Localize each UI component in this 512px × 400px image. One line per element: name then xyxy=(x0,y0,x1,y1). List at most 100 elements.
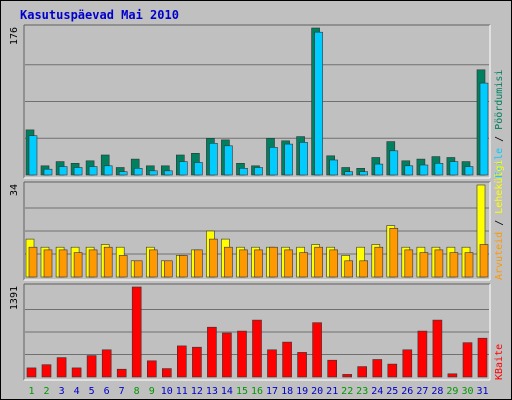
x-tick-label: 15 xyxy=(236,386,248,397)
bar-files xyxy=(449,161,459,176)
x-tick-label: 5 xyxy=(89,386,95,397)
bar-files xyxy=(28,135,38,176)
x-tick-label: 11 xyxy=(176,386,188,397)
bar-kbytes xyxy=(71,367,82,378)
bar-kbytes xyxy=(357,366,368,378)
bar-visits xyxy=(43,249,53,278)
bar-kbytes xyxy=(162,368,172,378)
legend: Arvuteid / Lehekülgi xyxy=(494,160,505,280)
legend-separator: / xyxy=(494,214,505,232)
legend-entry: Faile xyxy=(494,148,505,178)
bar-visits xyxy=(28,246,38,278)
bar-files xyxy=(404,165,414,176)
y-max-label: 1391 xyxy=(9,286,20,310)
x-tick-label: 8 xyxy=(134,386,140,397)
bar-visits xyxy=(299,252,308,278)
bar-visits xyxy=(449,252,459,278)
bar-files xyxy=(389,150,399,176)
bar-kbytes xyxy=(56,357,67,378)
y-max-label: 34 xyxy=(9,184,20,196)
bar-visits xyxy=(404,249,414,278)
bar-visits xyxy=(88,249,98,278)
bar-files xyxy=(133,168,143,176)
y-max-label: 176 xyxy=(9,27,20,45)
bar-kbytes xyxy=(387,363,398,378)
bar-visits xyxy=(269,246,278,278)
bar-kbytes xyxy=(147,360,157,378)
bar-visits xyxy=(254,249,263,278)
bar-kbytes xyxy=(282,341,292,378)
x-tick-label: 2 xyxy=(43,386,49,397)
bar-visits xyxy=(194,249,203,278)
x-tick-label: 25 xyxy=(386,386,398,397)
bar-files xyxy=(254,167,263,176)
bar-files xyxy=(209,143,218,176)
bar-visits xyxy=(133,260,143,278)
bar-files xyxy=(149,170,158,176)
bar-files xyxy=(88,166,98,176)
bar-kbytes xyxy=(432,319,443,378)
bar-kbytes xyxy=(462,342,473,378)
x-tick-label: 4 xyxy=(74,386,80,397)
x-tick-label: 28 xyxy=(431,386,443,397)
bar-files xyxy=(314,31,323,176)
bar-files xyxy=(179,161,188,176)
x-tick-label: 9 xyxy=(149,386,155,397)
bar-visits xyxy=(344,260,354,278)
bar-files xyxy=(118,171,128,176)
bar-kbytes xyxy=(237,330,247,378)
bar-kbytes xyxy=(192,346,202,378)
bar-visits xyxy=(224,246,233,278)
x-tick-label: 3 xyxy=(59,386,65,397)
bar-visits xyxy=(359,260,369,278)
bar-files xyxy=(464,166,474,176)
bar-kbytes xyxy=(327,359,338,378)
x-tick-label: 29 xyxy=(446,386,458,397)
legend-entry: KBaite xyxy=(494,344,505,380)
bar-kbytes xyxy=(101,349,112,378)
bar-kbytes xyxy=(372,359,383,378)
bar-files xyxy=(359,171,369,176)
x-tick-label: 6 xyxy=(104,386,110,397)
bar-kbytes xyxy=(402,349,413,378)
bar-kbytes xyxy=(312,322,322,378)
bar-files xyxy=(269,147,278,176)
bar-visits xyxy=(419,252,429,278)
bar-files xyxy=(103,165,113,176)
bar-files xyxy=(239,168,248,176)
x-tick-label: 31 xyxy=(476,386,488,397)
x-tick-label: 22 xyxy=(341,386,353,397)
bar-visits xyxy=(164,260,173,278)
bar-visits xyxy=(314,246,323,278)
bar-files xyxy=(374,163,384,176)
bar-files xyxy=(344,171,354,176)
bar-kbytes xyxy=(297,352,307,378)
bar-visits xyxy=(118,255,128,278)
x-tick-label: 23 xyxy=(356,386,368,397)
legend-separator: / xyxy=(494,130,505,148)
x-tick-label: 18 xyxy=(281,386,293,397)
bar-kbytes xyxy=(222,332,232,378)
chart-title: Kasutuspäevad Mai 2010 xyxy=(20,8,179,22)
legend: Faile / Pöördumisi xyxy=(494,70,505,178)
bar-visits xyxy=(284,249,293,278)
x-tick-label: 24 xyxy=(371,386,383,397)
x-tick-label: 7 xyxy=(119,386,125,397)
bar-visits xyxy=(374,246,384,278)
bar-kbytes xyxy=(116,368,127,378)
legend-entry: Lehekülgi xyxy=(494,160,505,214)
bar-kbytes xyxy=(417,330,428,378)
x-tick-label: 20 xyxy=(311,386,323,397)
bar-kbytes xyxy=(41,364,52,378)
bar-files xyxy=(479,82,489,176)
x-tick-label: 13 xyxy=(206,386,218,397)
bar-visits xyxy=(389,228,399,278)
bar-visits xyxy=(73,252,83,278)
bar-files xyxy=(299,142,308,176)
bar-kbytes xyxy=(252,319,262,378)
x-tick-label: 30 xyxy=(461,386,473,397)
bar-kbytes xyxy=(447,373,458,378)
bar-visits xyxy=(179,255,188,278)
bar-files xyxy=(194,162,203,176)
